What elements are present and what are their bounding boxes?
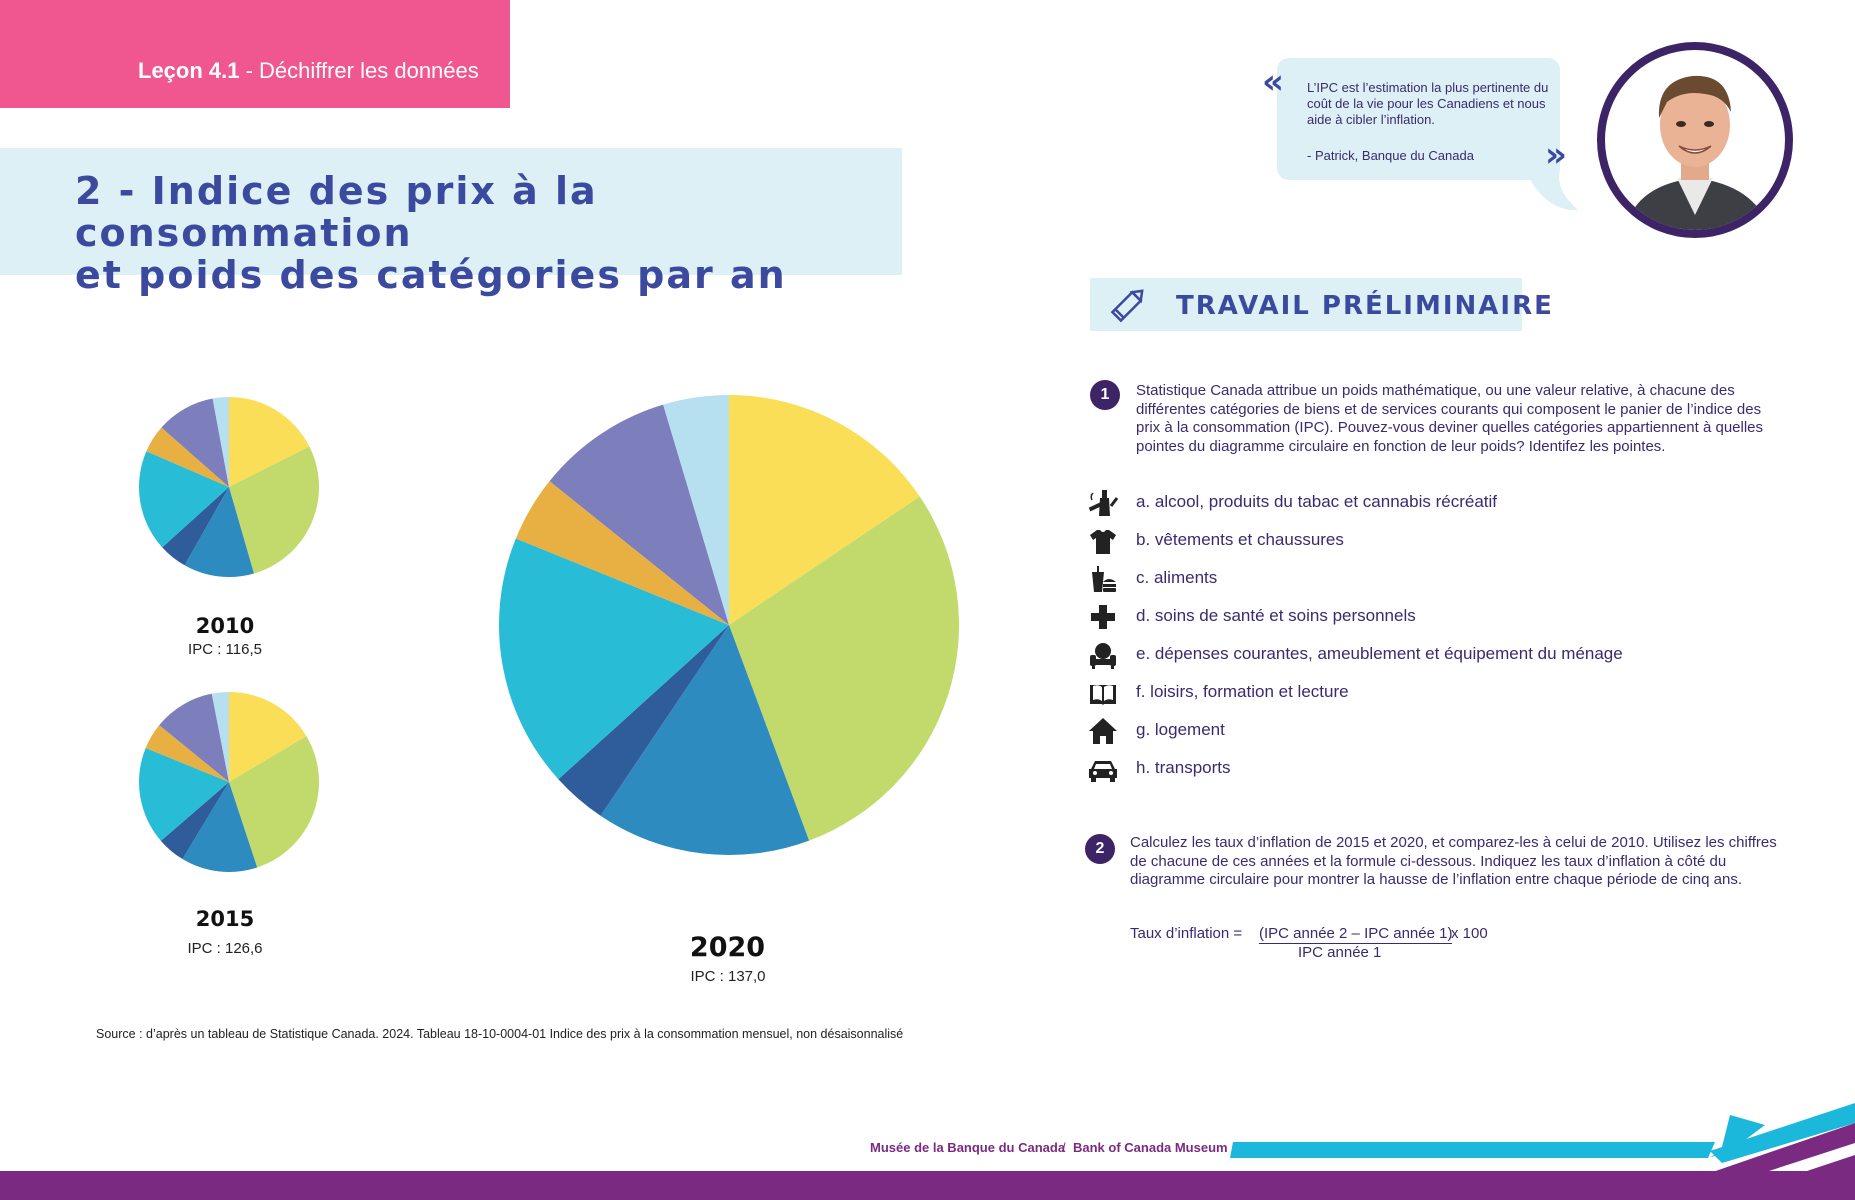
category-item-f: f. loisirs, formation et lecture bbox=[1088, 682, 1788, 710]
pie-slice-2015-1 bbox=[229, 736, 319, 868]
category-label-e: e. dépenses courantes, ameublement et éq… bbox=[1136, 644, 1623, 663]
category-label-a: a. alcool, produits du tabac et cannabis… bbox=[1136, 492, 1497, 511]
pie-slice-2010-4 bbox=[139, 451, 229, 548]
book-icon bbox=[1090, 685, 1116, 705]
pie-slice-2020-2 bbox=[600, 625, 810, 855]
open-quote-icon: « bbox=[1262, 62, 1284, 102]
house-icon bbox=[1089, 718, 1117, 744]
formula-numerator: (IPC année 2 – IPC année 1) bbox=[1259, 925, 1453, 944]
pie-slice-2020-4 bbox=[499, 538, 729, 780]
question-1-text: Statistique Canada attribue un poids mat… bbox=[1136, 382, 1764, 455]
preliminary-title: TRAVAIL PRÉLIMINAIRE bbox=[1176, 291, 1554, 321]
museum-name-fr: Musée de la Banque du Canada bbox=[870, 1140, 1066, 1155]
category-item-g: g. logement bbox=[1088, 718, 1788, 748]
title-box bbox=[0, 148, 902, 275]
category-item-a: a. alcool, produits du tabac et cannabis… bbox=[1088, 490, 1788, 520]
category-label-g: g. logement bbox=[1136, 720, 1225, 739]
pie-slice-2015-6 bbox=[159, 693, 229, 782]
category-item-c: c. aliments bbox=[1088, 566, 1788, 596]
pie-chart-2020 bbox=[499, 395, 959, 855]
pie-slice-2020-0 bbox=[729, 395, 920, 625]
pie-slice-2015-2 bbox=[182, 782, 258, 872]
quote-bubble bbox=[1277, 58, 1560, 180]
source-note: Source : d’après un tableau de Statistiq… bbox=[96, 1027, 904, 1041]
pie-slice-2020-5 bbox=[515, 481, 729, 625]
formula-label: Taux d’inflation = bbox=[1130, 925, 1243, 942]
bubble-tail bbox=[1525, 170, 1578, 211]
tshirt-icon bbox=[1090, 530, 1116, 554]
pie-slice-2015-0 bbox=[229, 692, 307, 782]
year-label-2010: 2010 bbox=[195, 614, 255, 638]
formula-multiplier: x 100 bbox=[1451, 925, 1488, 942]
pie-slice-2010-2 bbox=[184, 487, 254, 577]
preliminary-box bbox=[1090, 278, 1522, 331]
pie-slice-2020-3 bbox=[558, 625, 729, 816]
pie-slice-2020-7 bbox=[663, 395, 729, 625]
pie-slice-2020-6 bbox=[549, 404, 729, 625]
car-icon bbox=[1089, 761, 1117, 782]
alcohol-tobacco-icon bbox=[1088, 490, 1118, 516]
category-label-h: h. transports bbox=[1136, 758, 1231, 777]
pie-chart-2010 bbox=[139, 397, 319, 577]
pie-slice-2015-5 bbox=[145, 725, 229, 782]
cpi-label-2020: IPC : 137,0 bbox=[690, 968, 766, 985]
pie-slice-2015-3 bbox=[160, 782, 229, 860]
armchair-icon bbox=[1090, 643, 1116, 669]
cpi-label-2010: IPC : 116,5 bbox=[188, 641, 262, 658]
quote-text: L’IPC est l’estimation la plus pertinent… bbox=[1307, 80, 1549, 127]
lesson-title: Leçon 4.1 - Déchiffrer les données bbox=[138, 58, 479, 83]
category-label-c: c. aliments bbox=[1136, 568, 1218, 587]
year-label-2015: 2015 bbox=[195, 907, 255, 931]
museum-separator: / bbox=[1062, 1140, 1066, 1155]
category-label-b: b. vêtements et chaussures bbox=[1136, 530, 1344, 549]
pie-slice-2010-0 bbox=[229, 397, 310, 487]
question-2-badge: 2 bbox=[1085, 834, 1115, 864]
pie-slice-2010-7 bbox=[212, 397, 229, 487]
pie-slice-2015-4 bbox=[138, 747, 229, 841]
category-item-b: b. vêtements et chaussures bbox=[1088, 530, 1788, 558]
pie-slice-2010-6 bbox=[161, 398, 229, 487]
category-item-e: e. dépenses courantes, ameublement et éq… bbox=[1088, 643, 1788, 672]
avatar bbox=[1597, 42, 1793, 238]
museum-name-en: Bank of Canada Museum bbox=[1073, 1140, 1228, 1155]
pie-slice-2010-5 bbox=[146, 427, 229, 487]
category-item-d: d. soins de santé et soins personnels bbox=[1088, 605, 1788, 634]
formula-denominator: IPC année 1 bbox=[1298, 944, 1382, 961]
year-label-2020: 2020 bbox=[689, 932, 766, 963]
pie-slice-2010-3 bbox=[162, 487, 229, 566]
lesson-banner bbox=[0, 0, 510, 108]
close-quote-icon: » bbox=[1545, 135, 1567, 175]
pie-slice-2015-7 bbox=[211, 692, 229, 782]
cpi-label-2015: IPC : 126,6 bbox=[187, 940, 263, 957]
category-label-f: f. loisirs, formation et lecture bbox=[1136, 682, 1349, 701]
page-title: 2 - Indice des prix à la consommation et… bbox=[75, 169, 787, 297]
category-label-d: d. soins de santé et soins personnels bbox=[1136, 606, 1416, 625]
question-2-text: Calculez les taux d’inflation de 2015 et… bbox=[1130, 834, 1777, 888]
food-icon bbox=[1092, 566, 1116, 592]
pie-slice-2010-1 bbox=[229, 446, 319, 574]
pie-chart-2015 bbox=[138, 692, 319, 872]
pie-slice-2020-1 bbox=[729, 496, 959, 841]
pencil-icon bbox=[1110, 289, 1144, 323]
footer-bar bbox=[0, 1171, 1855, 1200]
category-item-h: h. transports bbox=[1088, 758, 1788, 786]
quote-author: - Patrick, Banque du Canada bbox=[1307, 148, 1474, 163]
question-1-badge: 1 bbox=[1090, 380, 1120, 410]
health-cross-icon bbox=[1091, 605, 1115, 629]
